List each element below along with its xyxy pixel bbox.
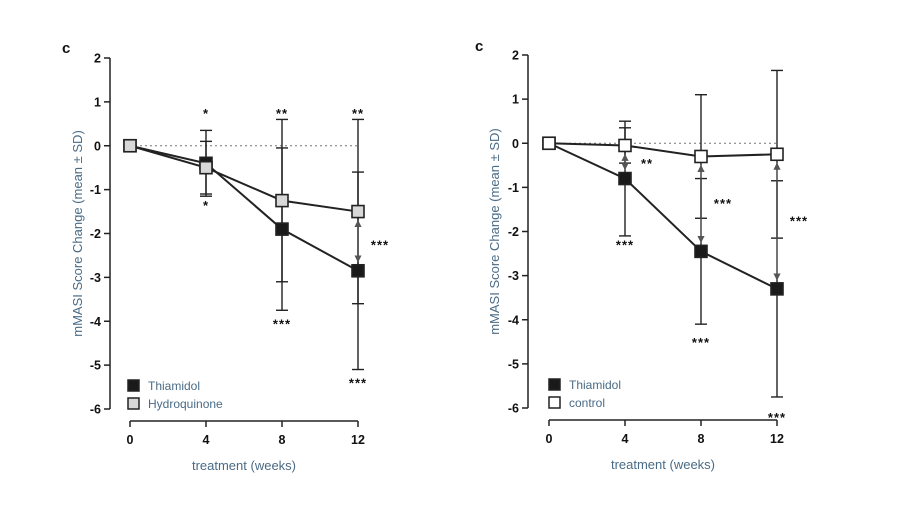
y-tick-label: 2	[94, 52, 101, 66]
data-point-control	[618, 138, 632, 153]
chart-panel-2: c 2 1 0 -1 -2 -3 -4 -5 -6 0 4 8 12 treatment (weeks) mM…	[475, 38, 808, 472]
data-point-hydroquinone	[275, 193, 289, 208]
series-line-thiamidol	[129, 144, 359, 272]
y-axis-title: mMASI Score Change (mean ± SD)	[70, 130, 85, 337]
series-line-hydroquinone	[129, 144, 359, 213]
y-tick-label: -2	[508, 225, 519, 239]
significance-marker: **	[352, 106, 364, 121]
x-tick-label: 4	[203, 433, 210, 447]
y-tick-label: 2	[512, 49, 519, 63]
y-tick-label: -5	[508, 357, 519, 371]
significance-marker: ***	[349, 376, 367, 391]
x-tick-label: 0	[127, 433, 134, 447]
y-tick-label: 0	[94, 139, 101, 153]
data-point-control	[694, 149, 708, 164]
data-point-thiamidol	[694, 244, 708, 259]
x-tick-label: 8	[698, 432, 705, 446]
data-point-control	[542, 136, 556, 151]
legend-label: control	[569, 396, 605, 410]
significance-marker: ***	[692, 335, 710, 350]
y-tick-label: -2	[90, 227, 101, 241]
legend-label: Thiamidol	[569, 378, 621, 392]
significance-marker: **	[276, 106, 288, 121]
data-point-thiamidol	[770, 282, 784, 296]
y-tick-label: -1	[508, 181, 519, 195]
series-line-thiamidol	[548, 142, 778, 290]
y-tick-label: -6	[90, 403, 101, 417]
x-tick-label: 0	[546, 432, 553, 446]
y-tick-label: -3	[90, 271, 101, 285]
legend-label: Thiamidol	[148, 379, 200, 393]
chart-panel-1: c 2 1 0 -1 -2 -3 -4 -5 -6 0 4 8 12 treatment (weeks) mM…	[62, 40, 389, 473]
significance-marker: ***	[616, 238, 634, 253]
y-tick-label: -4	[508, 313, 519, 327]
y-tick-label: 1	[94, 95, 101, 109]
significance-marker: ***	[768, 410, 786, 425]
y-tick-label: -1	[90, 183, 101, 197]
y-tick-label: 0	[512, 137, 519, 151]
legend-swatch	[548, 378, 561, 391]
significance-marker: ***	[371, 237, 389, 252]
significance-marker: ***	[273, 316, 291, 331]
significance-marker: *	[203, 106, 209, 121]
x-axis-title: treatment (weeks)	[192, 458, 296, 473]
x-tick-label: 4	[622, 432, 629, 446]
data-point-thiamidol	[275, 222, 289, 236]
x-axis-title: treatment (weeks)	[611, 457, 715, 472]
data-point-hydroquinone	[351, 204, 365, 219]
x-tick-label: 12	[351, 433, 365, 447]
y-tick-label: 1	[512, 93, 519, 107]
x-tick-label: 12	[770, 432, 784, 446]
y-tick-label: -4	[90, 315, 101, 329]
y-tick-label: -6	[508, 402, 519, 416]
data-point-thiamidol	[618, 171, 632, 186]
legend-swatch	[548, 396, 561, 409]
significance-marker: ***	[714, 196, 732, 211]
y-axis-title: mMASI Score Change (mean ± SD)	[487, 128, 502, 335]
x-tick-label: 8	[279, 433, 286, 447]
data-point-thiamidol	[351, 263, 365, 278]
significance-marker: **	[641, 156, 653, 171]
data-point-control	[770, 147, 784, 162]
legend-label: Hydroquinone	[148, 397, 223, 411]
series-line-control	[548, 142, 778, 158]
y-tick-label: -5	[90, 359, 101, 373]
legend-swatch	[127, 379, 140, 392]
panel-letter: c	[62, 40, 70, 57]
data-point-hydroquinone	[123, 138, 137, 153]
data-point-hydroquinone	[199, 160, 213, 175]
panel-letter: c	[475, 38, 483, 55]
significance-marker: *	[203, 198, 209, 213]
legend-swatch	[127, 397, 140, 410]
y-tick-label: -3	[508, 269, 519, 283]
significance-marker: ***	[790, 213, 808, 228]
